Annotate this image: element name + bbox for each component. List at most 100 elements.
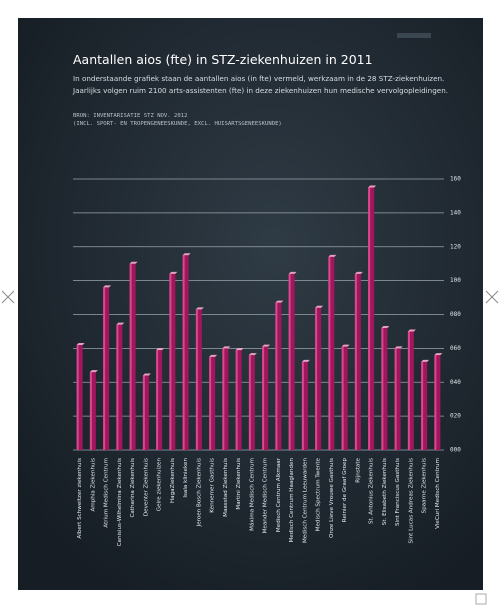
bar-cap [407, 329, 416, 332]
y-tick-label: 020 [450, 413, 461, 420]
bar-cap [301, 359, 310, 362]
x-tick-label: HagaZiekenhuis [170, 458, 176, 503]
bar-cap [76, 342, 85, 345]
bar [394, 348, 401, 450]
bar-highlight [103, 287, 106, 450]
bar-highlight [235, 350, 238, 450]
bar-highlight [341, 346, 344, 450]
bar-cap [275, 300, 284, 303]
bar-highlight [129, 263, 132, 450]
bar-cap [248, 353, 257, 356]
y-tick-label: 120 [450, 243, 461, 250]
x-tick-label: Sint Lucas Andreas Ziekenhuis [408, 458, 414, 544]
bar-cap [354, 271, 363, 274]
bar-highlight [262, 346, 265, 450]
bar [315, 307, 322, 450]
bar-highlight [116, 324, 119, 450]
bar-cap [341, 344, 350, 347]
bar [288, 273, 295, 450]
bar-highlight [182, 255, 185, 450]
bar-cap [381, 326, 390, 329]
bar-highlight [288, 273, 291, 450]
bar [103, 287, 110, 450]
x-tick-label: Maasstad Ziekenhuis [223, 458, 229, 517]
bar [129, 263, 136, 450]
bar [328, 256, 335, 450]
bar [142, 375, 149, 450]
source: (INCL. SPORT- EN TROPENGENEESKUNDE, EXCL… [73, 121, 282, 127]
x-tick-label: Albert Schweitzer ziekenhuis [77, 458, 83, 539]
x-tick-label: Medisch Centrum Alkmaar [276, 457, 282, 532]
bar [76, 344, 83, 450]
x-tick-label: Medisch Centrum Haaglanden [289, 458, 295, 543]
x-tick-label: Reinier de Graaf Groep [342, 458, 348, 523]
bar-cap [288, 271, 297, 274]
bar [262, 346, 269, 450]
x-tick-label: Gelre ziekenhuizen [157, 458, 163, 512]
bar-cap [368, 185, 377, 188]
bar-highlight [381, 328, 384, 450]
x-tick-label: Meander Medisch Centrum [263, 458, 269, 533]
x-tick-label: Canisius-Wilhelmina Ziekenhuis [117, 458, 123, 546]
bar-cap [262, 344, 271, 347]
page-box [475, 593, 487, 605]
bar-cap [209, 354, 218, 357]
x-tick-label: Deventer Ziekenhuis [143, 458, 149, 516]
x-tick-label: St. Elisabeth Ziekenhuis [382, 458, 388, 525]
x-tick-label: Spaarne Ziekenhuis [422, 458, 428, 513]
y-tick-label: 140 [450, 209, 461, 216]
bar [421, 361, 428, 450]
bar-cap [103, 285, 112, 288]
bar-cap [169, 271, 178, 274]
bar [235, 350, 242, 450]
bar-cap [195, 307, 204, 310]
bar [407, 331, 414, 450]
margin-marks [1, 290, 499, 304]
bar-cap [394, 346, 403, 349]
y-tick-label: 080 [450, 311, 461, 318]
y-tick-label: 160 [450, 176, 461, 183]
y-tick-label: 060 [450, 345, 461, 352]
bar-cap [116, 322, 125, 325]
x-tick-label: VieCuri Medisch Centrum [435, 458, 441, 529]
bar-cap [182, 253, 191, 256]
bar-highlight [89, 372, 92, 450]
bar-highlight [156, 350, 159, 450]
bar-highlight [328, 256, 331, 450]
bar [169, 273, 176, 450]
x-tick-label: Rijnstate [355, 457, 361, 482]
bar [354, 273, 361, 450]
bar [368, 187, 375, 450]
bar-cap [222, 346, 231, 349]
bar [434, 355, 441, 450]
bar [341, 346, 348, 450]
bar [248, 355, 255, 450]
source: BRON: INVENTARISATIE STZ NOV. 2012 [73, 113, 188, 119]
bar [301, 361, 308, 450]
x-tick-label: Medisch Spectrum Twente [316, 457, 322, 531]
x-tick-label: Máxima Medisch Centrum [248, 458, 255, 531]
deco-bar [397, 33, 431, 38]
bar-highlight [315, 307, 318, 450]
panel [18, 18, 483, 590]
bar-cap [156, 348, 165, 351]
bar-cap [89, 370, 98, 373]
subtitle: In onderstaande grafiek staan de aantall… [73, 74, 444, 83]
bar-highlight [275, 302, 278, 450]
bar-highlight [209, 356, 212, 450]
bar-highlight [407, 331, 410, 450]
x-tick-label: Jeroen Bosch Ziekenhuis [196, 458, 202, 528]
bar-cap [235, 348, 244, 351]
chart-title: Aantallen aios (fte) in STZ-ziekenhuizen… [73, 52, 373, 67]
bar-cap [328, 254, 337, 257]
bar [89, 372, 96, 450]
bar [381, 328, 388, 450]
bar [209, 356, 216, 450]
bar-highlight [142, 375, 145, 450]
bar-cap [421, 359, 430, 362]
bar-highlight [368, 187, 371, 450]
x-tick-label: Isala klinieken [183, 458, 189, 498]
bar-cap [315, 305, 324, 308]
x-tick-label: Kennemer Gasthuis [210, 458, 216, 513]
